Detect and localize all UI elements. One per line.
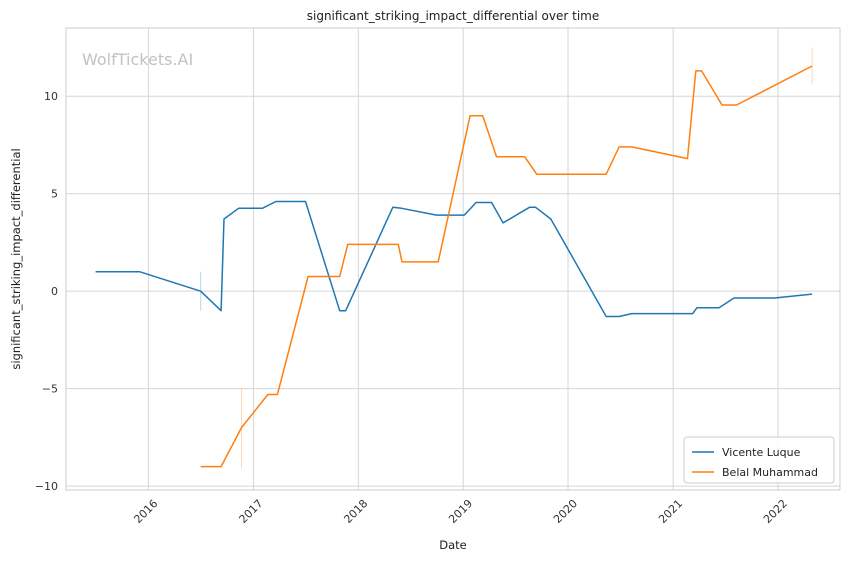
watermark: WolfTickets.AI bbox=[82, 50, 193, 69]
x-axis-title: Date bbox=[439, 538, 467, 552]
chart-title: significant_striking_impact_differential… bbox=[307, 9, 599, 23]
x-tick-label: 2022 bbox=[761, 497, 790, 526]
x-tick-label: 2021 bbox=[656, 497, 685, 526]
series-line-0 bbox=[95, 200, 813, 318]
legend-label-muhammad: Belal Muhammad bbox=[722, 466, 818, 479]
y-tick-label: 5 bbox=[51, 188, 58, 201]
y-tick-label: −5 bbox=[42, 383, 58, 396]
x-tick-label: 2019 bbox=[446, 497, 475, 526]
x-tick-label: 2016 bbox=[131, 497, 160, 526]
plot-frame bbox=[65, 27, 841, 491]
series-lines bbox=[95, 65, 813, 468]
y-tick-labels: 10 5 0 −5 −10 bbox=[35, 90, 58, 493]
y-tick-label: −10 bbox=[35, 480, 58, 493]
y-tick-label: 10 bbox=[44, 90, 58, 103]
legend-box bbox=[683, 436, 835, 484]
plot-area bbox=[66, 28, 840, 490]
series-line-1 bbox=[200, 65, 813, 468]
x-tick-label: 2017 bbox=[237, 497, 266, 526]
legend: Vicente Luque Belal Muhammad bbox=[683, 436, 835, 484]
y-tick-label: 0 bbox=[51, 285, 58, 298]
x-tick-label: 2018 bbox=[341, 497, 370, 526]
x-tick-label: 2020 bbox=[551, 497, 580, 526]
legend-label-luque: Vicente Luque bbox=[722, 446, 801, 459]
x-tick-labels: 2016 2017 2018 2019 2020 2021 2022 bbox=[131, 497, 790, 526]
y-axis-title: significant_striking_impact_differential bbox=[9, 148, 23, 369]
